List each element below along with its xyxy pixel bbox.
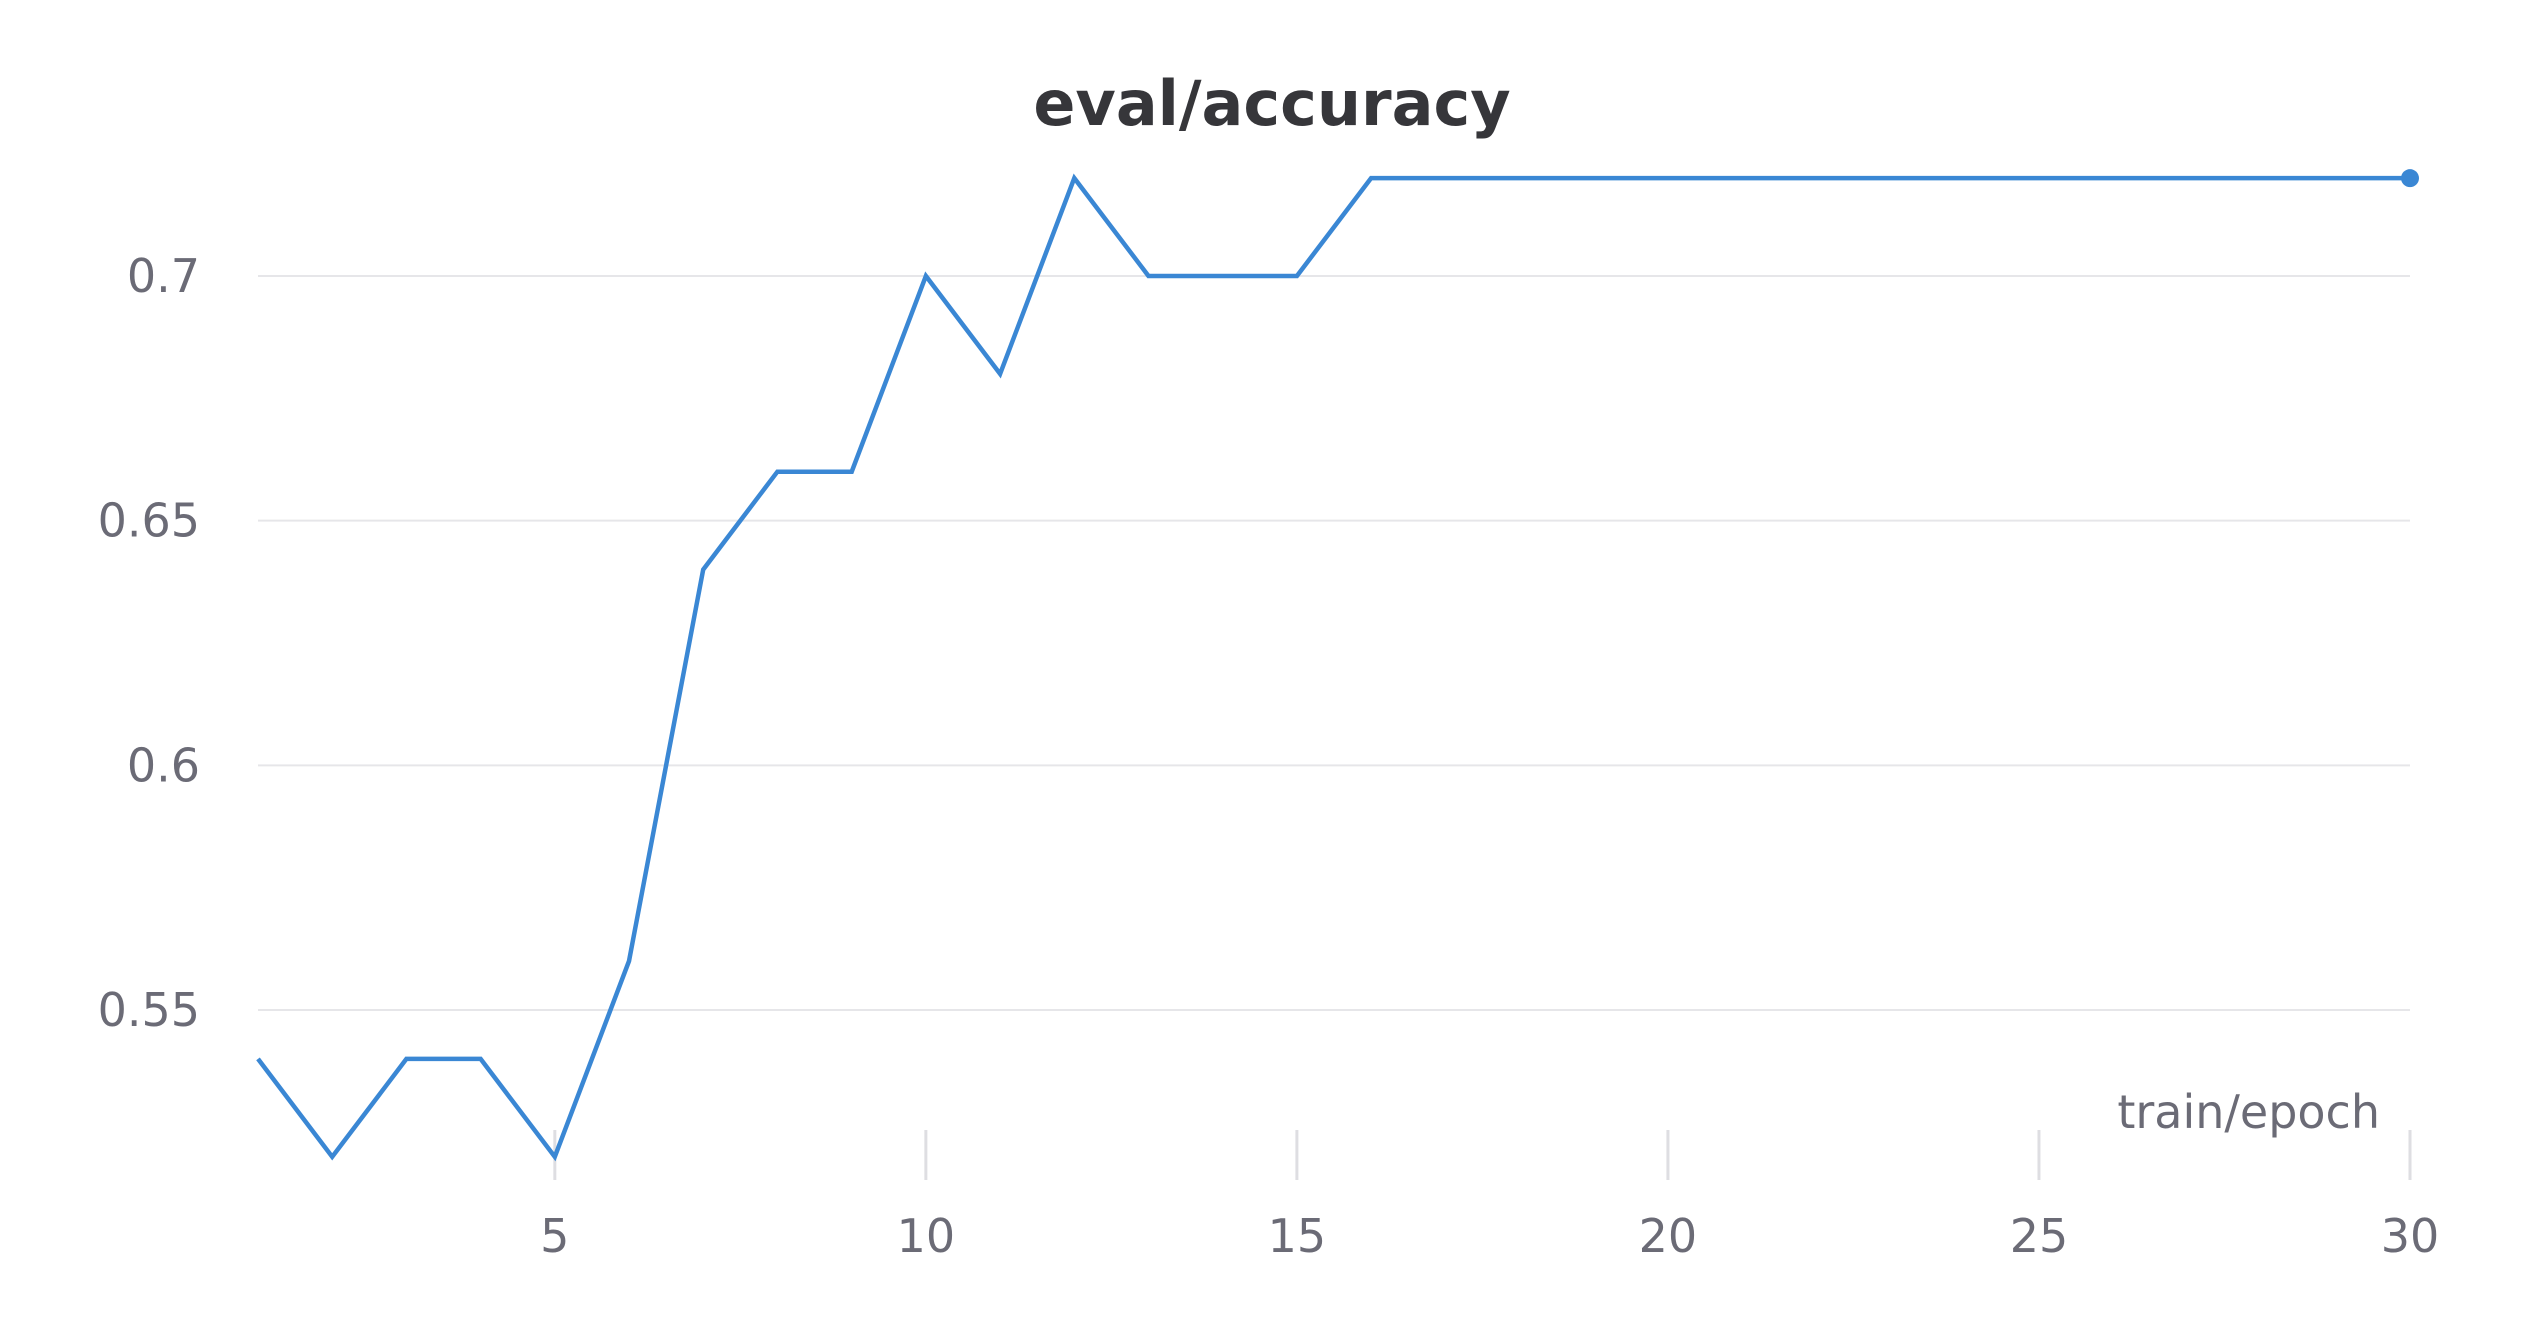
x-axis-label: train/epoch: [2117, 1085, 2380, 1139]
x-tick-label: 5: [540, 1209, 569, 1263]
y-tick-label: 0.7: [127, 249, 200, 303]
gridlines: [258, 275, 2410, 1011]
series-group: [256, 169, 2419, 1162]
x-tick-label: 20: [1639, 1209, 1698, 1263]
x-tick-label: 10: [897, 1209, 956, 1263]
series-line: [256, 173, 2410, 1162]
last-data-point: [2401, 169, 2419, 188]
chart-title: eval/accuracy: [1033, 67, 1510, 140]
y-axis-tick-labels: 0.55 0.6 0.65 0.7: [98, 249, 200, 1037]
y-tick-label: 0.6: [127, 738, 200, 792]
x-tick-label: 30: [2381, 1209, 2440, 1263]
y-tick-label: 0.55: [98, 983, 200, 1037]
x-tick-label: 25: [2010, 1209, 2069, 1263]
x-tick-label: 15: [1268, 1209, 1327, 1263]
y-tick-label: 0.65: [98, 494, 200, 548]
x-axis-tick-labels: 5 10 15 20 25 30: [540, 1209, 2439, 1263]
